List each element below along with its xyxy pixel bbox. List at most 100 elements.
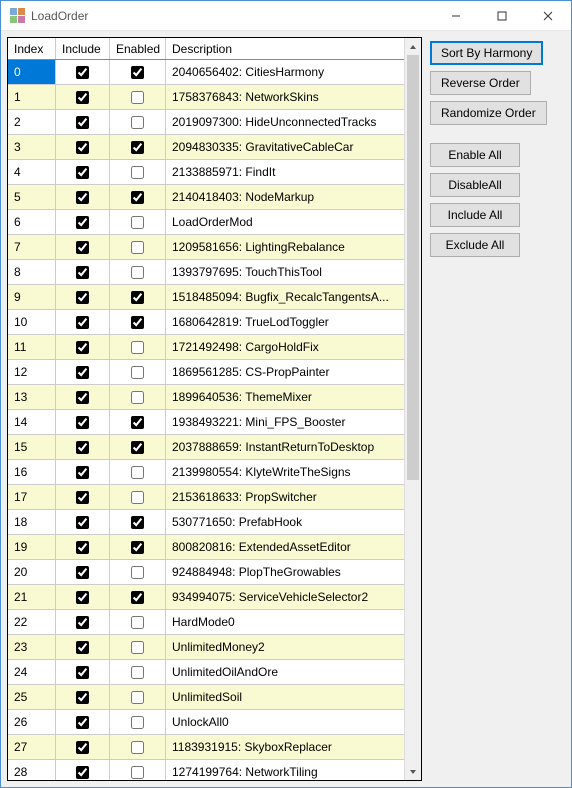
enabled-checkbox[interactable] bbox=[131, 591, 144, 604]
include-checkbox[interactable] bbox=[76, 291, 89, 304]
cell-enabled[interactable] bbox=[110, 335, 166, 360]
cell-include[interactable] bbox=[56, 485, 110, 510]
cell-enabled[interactable] bbox=[110, 235, 166, 260]
cell-description[interactable]: 1183931915: SkyboxReplacer bbox=[166, 735, 404, 760]
cell-description[interactable]: 1899640536: ThemeMixer bbox=[166, 385, 404, 410]
cell-enabled[interactable] bbox=[110, 260, 166, 285]
cell-enabled[interactable] bbox=[110, 410, 166, 435]
scroll-track[interactable] bbox=[405, 55, 421, 763]
table-row[interactable]: 21934994075: ServiceVehicleSelector2 bbox=[8, 585, 404, 610]
cell-enabled[interactable] bbox=[110, 510, 166, 535]
cell-include[interactable] bbox=[56, 685, 110, 710]
cell-index[interactable]: 13 bbox=[8, 385, 56, 410]
cell-index[interactable]: 22 bbox=[8, 610, 56, 635]
cell-description[interactable]: 1938493221: Mini_FPS_Booster bbox=[166, 410, 404, 435]
cell-enabled[interactable] bbox=[110, 610, 166, 635]
cell-include[interactable] bbox=[56, 185, 110, 210]
enabled-checkbox[interactable] bbox=[131, 166, 144, 179]
cell-enabled[interactable] bbox=[110, 360, 166, 385]
include-checkbox[interactable] bbox=[76, 191, 89, 204]
cell-index[interactable]: 27 bbox=[8, 735, 56, 760]
table-row[interactable]: 11758376843: NetworkSkins bbox=[8, 85, 404, 110]
cell-enabled[interactable] bbox=[110, 660, 166, 685]
cell-include[interactable] bbox=[56, 60, 110, 85]
cell-enabled[interactable] bbox=[110, 635, 166, 660]
cell-index[interactable]: 24 bbox=[8, 660, 56, 685]
cell-include[interactable] bbox=[56, 160, 110, 185]
cell-index[interactable]: 23 bbox=[8, 635, 56, 660]
reverse-order-button[interactable]: Reverse Order bbox=[430, 71, 531, 95]
cell-description[interactable]: 1518485094: Bugfix_RecalcTangentsA... bbox=[166, 285, 404, 310]
cell-enabled[interactable] bbox=[110, 585, 166, 610]
header-index[interactable]: Index bbox=[8, 38, 56, 59]
enabled-checkbox[interactable] bbox=[131, 641, 144, 654]
table-row[interactable]: 101680642819: TrueLodToggler bbox=[8, 310, 404, 335]
include-checkbox[interactable] bbox=[76, 166, 89, 179]
enabled-checkbox[interactable] bbox=[131, 441, 144, 454]
table-row[interactable]: 9 1518485094: Bugfix_RecalcTangentsA... bbox=[8, 285, 404, 310]
cell-enabled[interactable] bbox=[110, 485, 166, 510]
enabled-checkbox[interactable] bbox=[131, 491, 144, 504]
cell-index[interactable]: 16 bbox=[8, 460, 56, 485]
enabled-checkbox[interactable] bbox=[131, 291, 144, 304]
include-checkbox[interactable] bbox=[76, 91, 89, 104]
cell-include[interactable] bbox=[56, 710, 110, 735]
disable-all-button[interactable]: DisableAll bbox=[430, 173, 520, 197]
enabled-checkbox[interactable] bbox=[131, 366, 144, 379]
cell-description[interactable]: UnlockAll0 bbox=[166, 710, 404, 735]
table-row[interactable]: 02040656402: CitiesHarmony bbox=[8, 60, 404, 85]
table-row[interactable]: 111721492498: CargoHoldFix bbox=[8, 335, 404, 360]
include-checkbox[interactable] bbox=[76, 541, 89, 554]
cell-description[interactable]: 1393797695: TouchThisTool bbox=[166, 260, 404, 285]
cell-index[interactable]: 2 bbox=[8, 110, 56, 135]
cell-index[interactable]: 9 bbox=[8, 285, 56, 310]
cell-enabled[interactable] bbox=[110, 535, 166, 560]
maximize-button[interactable] bbox=[479, 1, 525, 30]
cell-index[interactable]: 8 bbox=[8, 260, 56, 285]
include-checkbox[interactable] bbox=[76, 741, 89, 754]
enabled-checkbox[interactable] bbox=[131, 416, 144, 429]
enabled-checkbox[interactable] bbox=[131, 541, 144, 554]
cell-include[interactable] bbox=[56, 635, 110, 660]
table-row[interactable]: 25UnlimitedSoil bbox=[8, 685, 404, 710]
include-checkbox[interactable] bbox=[76, 391, 89, 404]
cell-include[interactable] bbox=[56, 210, 110, 235]
include-checkbox[interactable] bbox=[76, 141, 89, 154]
scroll-up-button[interactable] bbox=[405, 38, 421, 55]
cell-description[interactable]: 2094830335: GravitativeCableCar bbox=[166, 135, 404, 160]
table-row[interactable]: 23UnlimitedMoney2 bbox=[8, 635, 404, 660]
cell-include[interactable] bbox=[56, 610, 110, 635]
cell-description[interactable]: 800820816: ExtendedAssetEditor bbox=[166, 535, 404, 560]
exclude-all-button[interactable]: Exclude All bbox=[430, 233, 520, 257]
cell-description[interactable]: 924884948: PlopTheGrowables bbox=[166, 560, 404, 585]
cell-description[interactable]: 2140418403: NodeMarkup bbox=[166, 185, 404, 210]
table-row[interactable]: 15 2037888659: InstantReturnToDesktop bbox=[8, 435, 404, 460]
include-checkbox[interactable] bbox=[76, 216, 89, 229]
sort-by-harmony-button[interactable]: Sort By Harmony bbox=[430, 41, 543, 65]
table-row[interactable]: 26UnlockAll0 bbox=[8, 710, 404, 735]
cell-enabled[interactable] bbox=[110, 735, 166, 760]
table-row[interactable]: 172153618633: PropSwitcher bbox=[8, 485, 404, 510]
cell-description[interactable]: 2037888659: InstantReturnToDesktop bbox=[166, 435, 404, 460]
enabled-checkbox[interactable] bbox=[131, 391, 144, 404]
include-checkbox[interactable] bbox=[76, 716, 89, 729]
table-row[interactable]: 19800820816: ExtendedAssetEditor bbox=[8, 535, 404, 560]
cell-index[interactable]: 15 bbox=[8, 435, 56, 460]
include-checkbox[interactable] bbox=[76, 516, 89, 529]
cell-description[interactable]: UnlimitedOilAndOre bbox=[166, 660, 404, 685]
include-checkbox[interactable] bbox=[76, 766, 89, 779]
table-row[interactable]: 20924884948: PlopTheGrowables bbox=[8, 560, 404, 585]
cell-description[interactable]: 2139980554: KlyteWriteTheSigns bbox=[166, 460, 404, 485]
enabled-checkbox[interactable] bbox=[131, 566, 144, 579]
cell-description[interactable]: 2019097300: HideUnconnectedTracks bbox=[166, 110, 404, 135]
cell-description[interactable]: 934994075: ServiceVehicleSelector2 bbox=[166, 585, 404, 610]
cell-include[interactable] bbox=[56, 510, 110, 535]
cell-description[interactable]: 1869561285: CS-PropPainter bbox=[166, 360, 404, 385]
close-button[interactable] bbox=[525, 1, 571, 30]
include-all-button[interactable]: Include All bbox=[430, 203, 520, 227]
cell-include[interactable] bbox=[56, 560, 110, 585]
cell-include[interactable] bbox=[56, 760, 110, 780]
cell-include[interactable] bbox=[56, 285, 110, 310]
titlebar[interactable]: LoadOrder bbox=[1, 1, 571, 31]
cell-include[interactable] bbox=[56, 110, 110, 135]
